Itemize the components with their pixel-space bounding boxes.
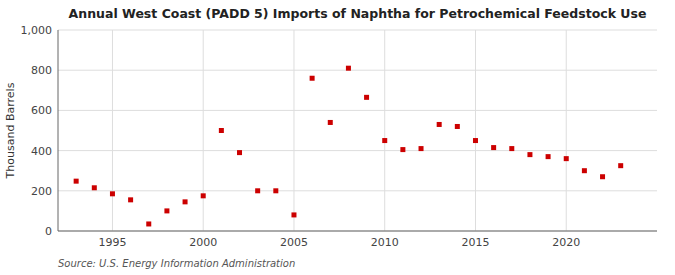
point: [546, 154, 551, 159]
point: [74, 179, 79, 184]
title: Annual West Coast (PADD 5) Imports of Na…: [69, 6, 647, 21]
point: [164, 208, 169, 213]
x-grid-line: [112, 30, 113, 231]
x-grid-line: [203, 30, 204, 231]
point: [437, 122, 442, 127]
y-tick-label: 1,000: [21, 24, 53, 37]
y-axis-line: [58, 30, 59, 231]
point: [273, 188, 278, 193]
y-tick-label: 800: [31, 64, 52, 77]
x-axis: 1995 2000 2005 2010 2015 2020: [98, 30, 580, 249]
point: [219, 128, 224, 133]
y-grid-line: [58, 231, 657, 232]
point: [110, 191, 115, 196]
x-grid-line: [566, 30, 567, 231]
point: [237, 150, 242, 155]
point: [183, 199, 188, 204]
y-tick-label: 200: [31, 185, 52, 198]
point: [473, 138, 478, 143]
point: [419, 146, 424, 151]
y-grid-line: [58, 190, 657, 191]
point: [400, 147, 405, 152]
x-grid-line: [475, 30, 476, 231]
point: [146, 221, 151, 226]
y-tick-label: 400: [31, 145, 52, 158]
chart: 0 200 400 600 800 1,000 1995 2000 2005 2010 2015 20…: [0, 0, 675, 275]
point: [491, 145, 496, 150]
point: [128, 197, 133, 202]
points: [74, 66, 624, 227]
point: [527, 152, 532, 157]
y-axis-label: Thousand Barrels: [4, 82, 17, 179]
point: [382, 138, 387, 143]
point: [255, 188, 260, 193]
y-grid-line: [58, 30, 657, 31]
x-axis-line: [58, 231, 657, 232]
y-grid-line: [58, 150, 657, 151]
point: [600, 174, 605, 179]
point: [364, 95, 369, 100]
x-tick-label: 2005: [280, 236, 308, 249]
x-tick-label: 2015: [461, 236, 489, 249]
point: [291, 212, 296, 217]
x-tick-label: 2020: [552, 236, 580, 249]
x-grid-line: [293, 30, 294, 231]
point: [509, 146, 514, 151]
point: [455, 124, 460, 129]
chart-container: 0 200 400 600 800 1,000 1995 2000 2005 2010 2015 20…: [0, 0, 675, 275]
point: [328, 120, 333, 125]
x-grid-line: [384, 30, 385, 231]
x-tick-label: 1995: [98, 236, 126, 249]
y-grid-line: [58, 110, 657, 111]
y-tick-label: 0: [45, 225, 52, 238]
point: [346, 66, 351, 71]
point: [310, 76, 315, 81]
y-grid-line: [58, 70, 657, 71]
point: [92, 185, 97, 190]
point: [582, 168, 587, 173]
x-tick-label: 2000: [189, 236, 217, 249]
point: [564, 156, 569, 161]
point: [201, 193, 206, 198]
x-tick-label: 2010: [371, 236, 399, 249]
source-note: Source: U.S. Energy Information Administ…: [58, 258, 295, 269]
y-axis: 0 200 400 600 800 1,000: [21, 24, 658, 238]
point: [618, 163, 623, 168]
y-tick-label: 600: [31, 104, 52, 117]
